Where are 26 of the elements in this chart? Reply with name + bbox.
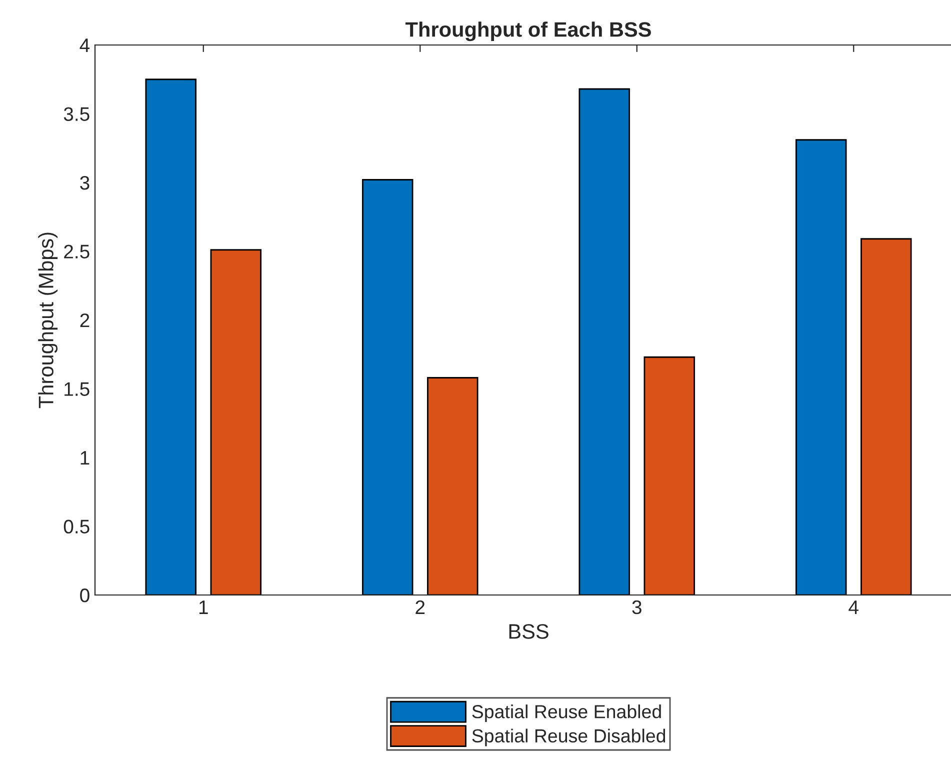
x-tick-label: 1 bbox=[199, 600, 208, 614]
y-tick-label: 2 bbox=[80, 313, 90, 328]
x-tick-label: 2 bbox=[416, 600, 425, 614]
y-tick-label: 1 bbox=[80, 451, 90, 465]
bar bbox=[644, 356, 696, 595]
bar bbox=[578, 88, 630, 595]
y-tick-label: 0.5 bbox=[64, 520, 90, 534]
chart-title: Throughput of Each BSS bbox=[405, 22, 651, 42]
y-tick-label: 0 bbox=[80, 588, 90, 602]
y-tick-label: 4 bbox=[80, 38, 90, 52]
legend-label: Spatial Reuse Disabled bbox=[472, 728, 666, 746]
y-tick-label: 2.5 bbox=[64, 244, 90, 258]
y-tick-label: 3 bbox=[80, 176, 90, 190]
bar bbox=[362, 179, 414, 595]
y-axis-title: Throughput (Mbps) bbox=[38, 232, 58, 408]
y-tick-label: 3.5 bbox=[64, 107, 90, 121]
legend-label: Spatial Reuse Enabled bbox=[472, 704, 661, 722]
bar bbox=[427, 377, 478, 595]
x-axis-title: BSS bbox=[509, 624, 548, 639]
bar bbox=[860, 238, 912, 595]
y-tick-label: 1.5 bbox=[64, 382, 90, 396]
x-tick-label: 4 bbox=[848, 600, 858, 614]
bar bbox=[795, 139, 847, 595]
x-tick-label: 3 bbox=[632, 600, 642, 614]
bar bbox=[145, 78, 196, 595]
bar bbox=[210, 249, 262, 595]
